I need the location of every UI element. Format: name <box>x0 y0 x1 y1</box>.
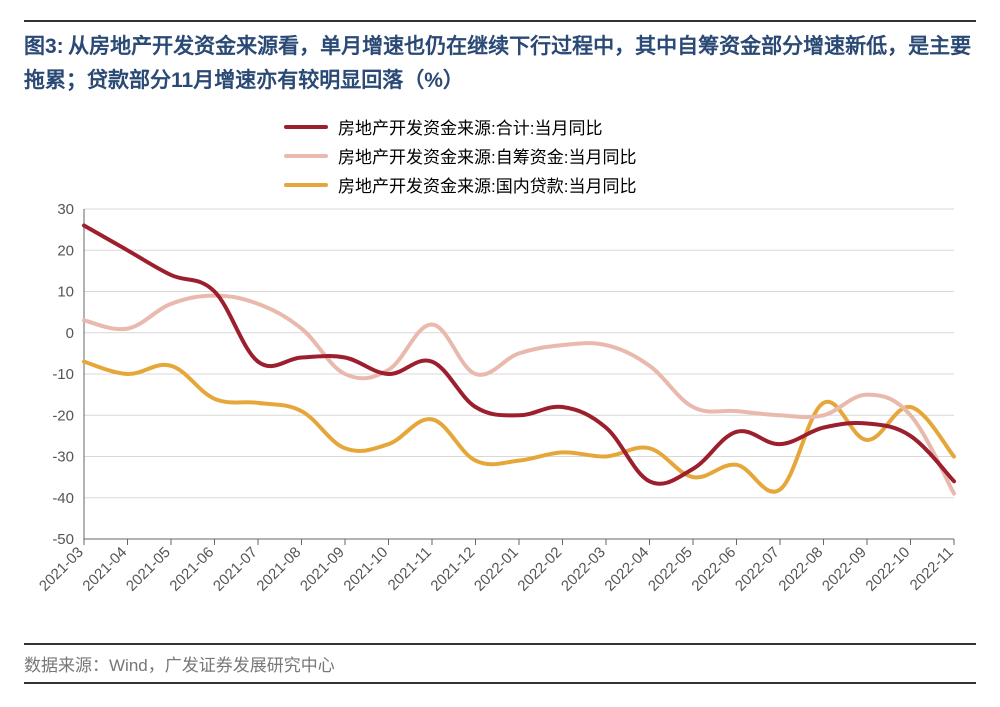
svg-text:2022-07: 2022-07 <box>732 544 783 595</box>
figure-label: 图3: <box>24 35 64 58</box>
svg-text:2021-05: 2021-05 <box>123 544 174 595</box>
figure-container: 图3: 从房地产开发资金来源看，单月增速也仍在继续下行过程中，其中自筹资金部分增… <box>0 0 1000 707</box>
svg-text:0: 0 <box>66 325 74 342</box>
svg-text:2022-02: 2022-02 <box>514 544 565 595</box>
svg-text:2021-09: 2021-09 <box>297 544 348 595</box>
legend-label: 房地产开发资金来源:自筹资金:当月同比 <box>338 143 636 168</box>
svg-text:2021-11: 2021-11 <box>385 544 435 594</box>
svg-text:-20: -20 <box>52 407 74 424</box>
svg-text:2022-05: 2022-05 <box>645 544 696 595</box>
legend-item: 房地产开发资金来源:国内贷款:当月同比 <box>284 172 636 197</box>
svg-text:-40: -40 <box>52 490 74 507</box>
svg-text:2022-06: 2022-06 <box>688 544 739 595</box>
title-block: 图3: 从房地产开发资金来源看，单月增速也仍在继续下行过程中，其中自筹资金部分增… <box>24 20 976 97</box>
chart-area: -50-40-30-20-1001020302021-032021-042021… <box>24 109 976 639</box>
svg-text:2022-10: 2022-10 <box>862 544 913 595</box>
legend: 房地产开发资金来源:合计:当月同比 房地产开发资金来源:自筹资金:当月同比 房地… <box>284 114 636 201</box>
svg-text:2021-12: 2021-12 <box>427 544 478 595</box>
svg-text:2022-08: 2022-08 <box>775 544 826 595</box>
figure-title: 从房地产开发资金来源看，单月增速也仍在继续下行过程中，其中自筹资金部分增速新低，… <box>24 35 971 92</box>
legend-label: 房地产开发资金来源:合计:当月同比 <box>338 114 602 139</box>
legend-item: 房地产开发资金来源:合计:当月同比 <box>284 114 636 139</box>
svg-text:-10: -10 <box>52 366 74 383</box>
svg-text:2021-03: 2021-03 <box>36 544 87 595</box>
svg-text:2021-08: 2021-08 <box>253 544 304 595</box>
legend-swatch <box>284 125 328 129</box>
svg-text:-30: -30 <box>52 449 74 466</box>
data-source: 数据来源：Wind，广发证券发展研究中心 <box>24 643 976 684</box>
svg-text:2021-10: 2021-10 <box>340 544 391 595</box>
legend-swatch <box>284 154 328 158</box>
svg-text:10: 10 <box>57 284 74 301</box>
svg-text:2022-03: 2022-03 <box>558 544 609 595</box>
svg-text:2022-01: 2022-01 <box>471 544 522 595</box>
svg-text:2022-04: 2022-04 <box>601 544 652 595</box>
svg-text:-50: -50 <box>52 531 74 548</box>
svg-text:30: 30 <box>57 201 74 218</box>
svg-text:2021-07: 2021-07 <box>210 544 261 595</box>
svg-text:2022-09: 2022-09 <box>819 544 870 595</box>
svg-text:2021-04: 2021-04 <box>79 544 130 595</box>
legend-label: 房地产开发资金来源:国内贷款:当月同比 <box>338 172 636 197</box>
legend-item: 房地产开发资金来源:自筹资金:当月同比 <box>284 143 636 168</box>
svg-text:2021-06: 2021-06 <box>166 544 217 595</box>
svg-text:20: 20 <box>57 242 74 259</box>
svg-text:2022-11: 2022-11 <box>907 544 957 594</box>
legend-swatch <box>284 183 328 187</box>
